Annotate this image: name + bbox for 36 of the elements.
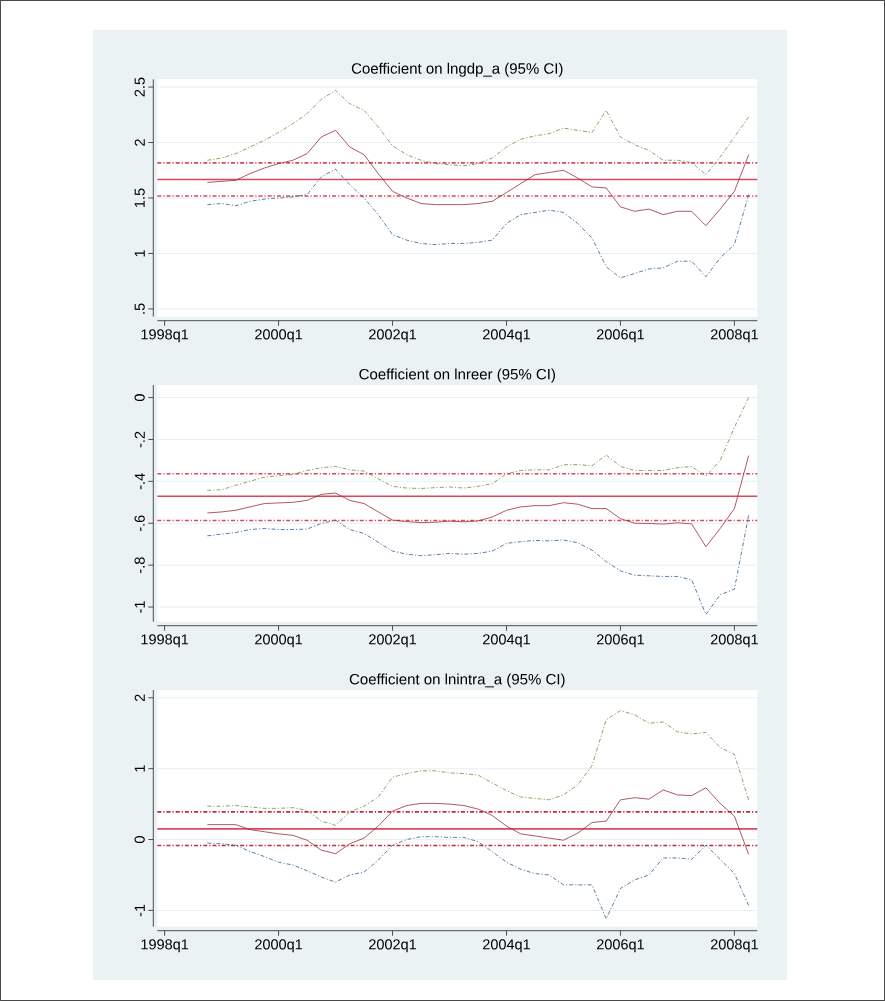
x-tick-label: 1998q1 [141, 939, 189, 953]
x-tick-label: 2000q1 [255, 634, 303, 648]
chart-title: Coefficient on lngdp_a (95% CI) [351, 62, 563, 77]
x-tick-label: 1998q1 [141, 329, 189, 343]
x-tick-label: 2002q1 [369, 329, 416, 343]
x-tick-label: 2004q1 [483, 939, 530, 953]
y-tick-label: 0 [134, 836, 145, 843]
x-tick-label: 2006q1 [596, 939, 644, 953]
x-tick-label: 2000q1 [255, 939, 303, 953]
x-tick-label: 2006q1 [596, 634, 644, 648]
x-tick-label: 2002q1 [369, 939, 416, 953]
y-tick-label: -.6 [134, 515, 145, 532]
x-tick-label: 2008q1 [710, 634, 758, 648]
y-tick-label: -.4 [134, 473, 145, 490]
chart-title: Coefficient on lnintra_a (95% CI) [349, 673, 565, 688]
y-tick-label: 2.5 [134, 77, 145, 97]
chart-title: Coefficient on lnreer (95% CI) [359, 368, 555, 383]
x-tick-label: 2004q1 [483, 634, 530, 648]
y-tick-label: .5 [134, 303, 145, 314]
x-tick-label: 2006q1 [596, 329, 644, 343]
x-tick-label: 1998q1 [141, 634, 189, 648]
y-tick-label: 1.5 [134, 188, 145, 207]
y-tick-label: 1 [134, 250, 145, 257]
x-tick-label: 2002q1 [369, 634, 416, 648]
x-tick-label: 2000q1 [255, 329, 303, 343]
y-tick-label: 0 [134, 394, 145, 402]
y-tick-label: -.2 [134, 431, 145, 448]
y-tick-label: -.8 [134, 557, 145, 573]
y-tick-label: -1 [134, 904, 145, 917]
x-tick-label: 2008q1 [710, 329, 758, 343]
x-tick-label: 2008q1 [710, 939, 758, 953]
y-tick-label: -1 [134, 601, 145, 613]
x-tick-label: 2004q1 [483, 329, 530, 343]
y-tick-label: 2 [134, 139, 145, 146]
y-tick-label: 1 [134, 765, 145, 772]
y-tick-label: 2 [134, 694, 145, 702]
